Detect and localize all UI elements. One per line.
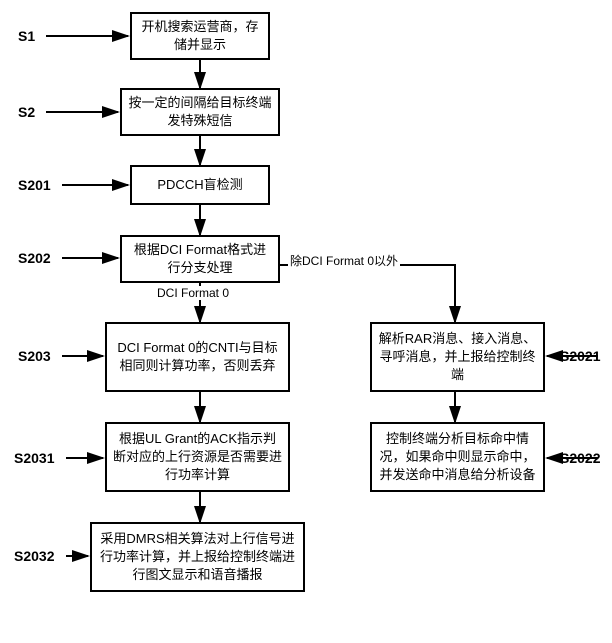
flow-node-n2: 按一定的间隔给目标终端发特殊短信 [120,88,280,136]
step-label-S203: S203 [18,348,51,364]
flow-node-n7: 采用DMRS相关算法对上行信号进行功率计算，并上报给控制终端进行图文显示和语音播… [90,522,305,592]
flow-node-text: 采用DMRS相关算法对上行信号进行功率计算，并上报给控制终端进行图文显示和语音播… [98,530,297,585]
step-label-S201: S201 [18,177,51,193]
flow-node-text: 控制终端分析目标命中情况，如果命中则显示命中，并发送命中消息给分析设备 [378,430,537,485]
flow-node-n9: 控制终端分析目标命中情况，如果命中则显示命中，并发送命中消息给分析设备 [370,422,545,492]
step-label-S2021: S2021 [560,348,600,364]
flow-node-text: DCI Format 0的CNTI与目标相同则计算功率，否则丢弃 [113,339,282,375]
edge-label-text: DCI Format 0 [157,286,229,300]
step-label-S202: S202 [18,250,51,266]
edge-label-text: 除DCI Format 0以外 [290,254,398,268]
flow-node-n1: 开机搜索运营商，存储并显示 [130,12,270,60]
flow-node-n8: 解析RAR消息、接入消息、寻呼消息，并上报给控制终端 [370,322,545,392]
flow-node-text: 根据DCI Format格式进行分支处理 [128,241,272,277]
flow-node-n4: 根据DCI Format格式进行分支处理 [120,235,280,283]
edge-label-e_other: 除DCI Format 0以外 [288,252,400,269]
step-label-S1: S1 [18,28,35,44]
edge-label-e_dci0: DCI Format 0 [155,286,231,300]
flow-node-text: 根据UL Grant的ACK指示判断对应的上行资源是否需要进行功率计算 [113,430,282,485]
flow-node-text: PDCCH盲检测 [157,176,242,194]
flow-node-text: 解析RAR消息、接入消息、寻呼消息，并上报给控制终端 [378,330,537,385]
flow-node-text: 按一定的间隔给目标终端发特殊短信 [128,94,272,130]
step-label-S2: S2 [18,104,35,120]
flow-node-n6: 根据UL Grant的ACK指示判断对应的上行资源是否需要进行功率计算 [105,422,290,492]
flow-node-n5: DCI Format 0的CNTI与目标相同则计算功率，否则丢弃 [105,322,290,392]
step-label-S2031: S2031 [14,450,54,466]
step-label-S2032: S2032 [14,548,54,564]
flow-node-n3: PDCCH盲检测 [130,165,270,205]
flow-node-text: 开机搜索运营商，存储并显示 [138,18,262,54]
step-label-S2022: S2022 [560,450,600,466]
